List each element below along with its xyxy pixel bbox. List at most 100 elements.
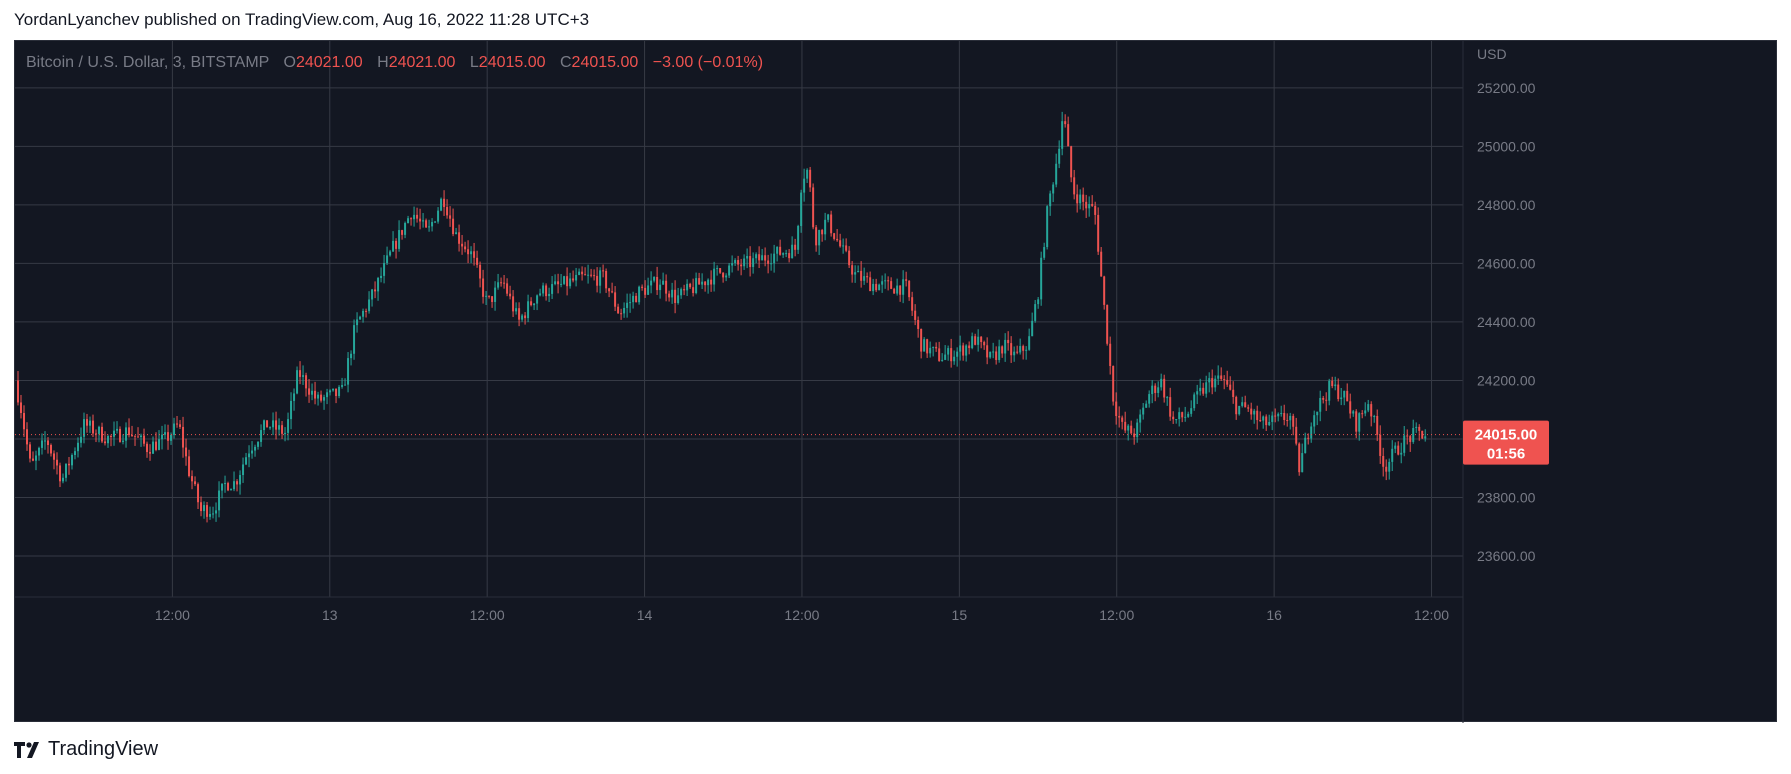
candle-body	[137, 436, 140, 438]
candle-body	[1070, 146, 1073, 178]
candle-body	[569, 278, 572, 287]
candle-body	[704, 281, 707, 286]
x-tick-label: 14	[637, 607, 653, 623]
candle-body	[353, 325, 356, 354]
candle-body	[260, 430, 263, 442]
candle-body	[638, 286, 641, 303]
candle-body	[1100, 251, 1103, 277]
candle-body	[986, 345, 989, 358]
candle-body	[71, 455, 74, 466]
candle-body	[485, 295, 488, 297]
candle-body	[761, 255, 764, 261]
candle-body	[863, 276, 866, 281]
candle-body	[941, 359, 944, 361]
candle-body	[635, 295, 638, 303]
candle-body	[131, 435, 134, 437]
candle-body	[431, 222, 434, 227]
candle-body	[389, 251, 392, 256]
candle-body	[404, 222, 407, 235]
candle-body	[59, 465, 62, 482]
candle-body	[188, 456, 191, 477]
candle-body	[41, 440, 44, 448]
candle-body	[74, 451, 77, 456]
candle-body	[611, 291, 614, 293]
candle-body	[1124, 421, 1127, 431]
candle-body	[1382, 455, 1385, 467]
candle-body	[701, 281, 704, 285]
candle-body	[764, 255, 767, 261]
candle-body	[161, 434, 164, 440]
candle-body	[359, 316, 362, 320]
candle-body	[266, 420, 269, 428]
candle-body	[932, 346, 935, 348]
candle-body	[530, 301, 533, 306]
candle-body	[911, 297, 914, 311]
candle-body	[191, 476, 194, 482]
candle-body	[320, 394, 323, 401]
candle-body	[1085, 201, 1088, 209]
candle-body	[233, 481, 236, 490]
candle-body	[881, 281, 884, 285]
price-chart[interactable]: 25200.00 25000.00 24800.00 24600.00 24400.00…	[15, 41, 1778, 723]
candle-body	[725, 275, 728, 278]
candle-body	[1316, 411, 1319, 416]
candle-body	[314, 390, 317, 399]
candle-body	[1289, 415, 1292, 421]
candle-body	[1010, 343, 1013, 356]
candle-body	[272, 420, 275, 428]
candle-body	[542, 285, 545, 294]
candle-body	[551, 284, 554, 294]
candle-body	[794, 244, 797, 250]
candle-body	[23, 413, 26, 430]
candle-body	[1145, 403, 1148, 408]
candle-body	[440, 198, 443, 211]
candle-body	[842, 245, 845, 247]
candle-body	[248, 453, 251, 458]
candle-body	[173, 423, 176, 435]
candle-body	[377, 277, 380, 292]
candle-body	[452, 218, 455, 235]
candle-body	[788, 253, 791, 259]
candle-body	[443, 198, 446, 208]
y-tick-label: 23800.00	[1477, 490, 1536, 506]
y-tick-label: 25000.00	[1477, 138, 1536, 154]
candle-body	[716, 268, 719, 270]
candle-body	[125, 427, 128, 441]
y-tick-label: 24400.00	[1477, 314, 1536, 330]
candle-body	[119, 428, 122, 442]
candle-body	[536, 295, 539, 304]
candle-body	[905, 279, 908, 281]
candle-body	[371, 289, 374, 300]
candle-body	[797, 225, 800, 250]
candle-body	[1259, 420, 1262, 422]
candle-body	[983, 342, 986, 346]
candle-body	[281, 425, 284, 434]
candle-body	[209, 513, 212, 517]
candle-body	[620, 313, 623, 315]
y-tick-label: 24600.00	[1477, 255, 1536, 271]
candle-body	[584, 274, 587, 276]
candle-body	[875, 283, 878, 291]
candle-body	[1256, 410, 1259, 421]
candle-body	[446, 207, 449, 216]
chart-legend: Bitcoin / U.S. Dollar, 3, BITSTAMP O2402…	[26, 54, 763, 72]
candle-body	[1346, 390, 1349, 402]
candle-body	[854, 272, 857, 275]
candle-body	[743, 258, 746, 267]
candle-body	[1154, 385, 1157, 393]
candle-body	[1418, 426, 1421, 431]
candle-body	[572, 278, 575, 281]
chart-panel[interactable]: 25200.00 25000.00 24800.00 24600.00 24400.00…	[14, 40, 1778, 723]
candle-body	[158, 439, 161, 450]
y-tick-label: 24800.00	[1477, 197, 1536, 213]
candle-body	[902, 279, 905, 295]
candle-body	[425, 220, 428, 228]
candle-body	[995, 351, 998, 360]
candle-body	[1235, 396, 1238, 415]
candle-body	[1115, 401, 1118, 417]
x-tick-label: 12:00	[155, 607, 190, 623]
candle-body	[1130, 425, 1133, 434]
candle-body	[800, 192, 803, 226]
tradingview-logo[interactable]: TradingView	[14, 738, 158, 761]
candle-body	[695, 278, 698, 294]
